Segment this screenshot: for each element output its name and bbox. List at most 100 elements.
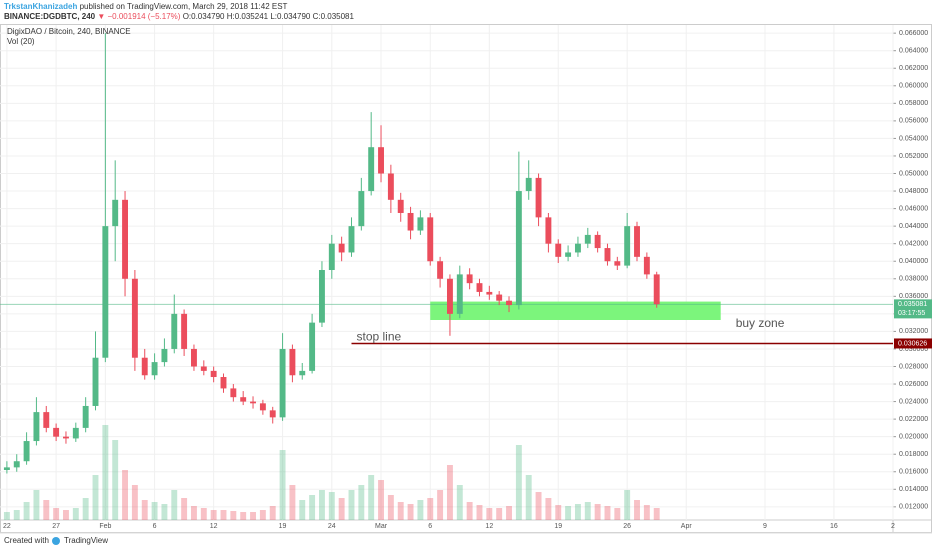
- volume-bar: [191, 506, 197, 520]
- candle-body: [427, 217, 434, 262]
- volume-bar: [397, 502, 404, 520]
- x-tick-label: 12: [485, 523, 493, 530]
- volume-bar: [535, 492, 542, 520]
- x-tick-label: 22: [3, 523, 11, 530]
- y-tick-label: 0.032000: [899, 328, 928, 335]
- candle-body: [13, 461, 20, 468]
- candle-body: [624, 226, 631, 266]
- volume-bar: [53, 508, 60, 520]
- candle-body: [643, 256, 650, 275]
- candle-body: [122, 199, 128, 279]
- volume-bar: [446, 465, 453, 520]
- chart-title: DigixDAO / Bitcoin, 240, BINANCE: [7, 27, 131, 36]
- candle-body: [397, 199, 404, 213]
- volume-bar: [437, 490, 444, 520]
- candle-body: [565, 252, 572, 257]
- candle-body: [230, 388, 237, 398]
- candle-body: [614, 261, 621, 266]
- y-tick-label: 0.048000: [899, 188, 928, 195]
- x-tick-label: 2: [891, 523, 895, 530]
- y-tick-label: 0.014000: [899, 486, 928, 493]
- candle-body: [466, 274, 473, 284]
- y-tick-label: 0.052000: [899, 153, 928, 160]
- volume-bar: [348, 490, 355, 520]
- brand-icon: [52, 537, 60, 545]
- x-tick-label: Apr: [681, 523, 693, 530]
- stop-label-bg: [894, 338, 932, 349]
- candle-body: [171, 313, 178, 349]
- y-tick-label: 0.054000: [899, 135, 928, 142]
- volume-bar: [476, 505, 483, 520]
- y-tick-label: 0.028000: [899, 363, 928, 370]
- ohlc: O:0.034790 H:0.035241 L:0.034790 C:0.035…: [183, 12, 355, 21]
- y-tick-label: 0.046000: [899, 205, 928, 212]
- volume-bar: [299, 500, 306, 520]
- y-tick-label: 0.036000: [899, 293, 928, 300]
- volume-bar: [456, 485, 463, 520]
- volume-bar: [102, 425, 109, 520]
- candle-body: [289, 348, 296, 376]
- volume-bar: [624, 490, 631, 520]
- volume-bar: [653, 508, 660, 520]
- x-tick-label: 16: [830, 523, 838, 530]
- candle-body: [525, 177, 532, 192]
- candle-body: [456, 274, 463, 314]
- footer-brand[interactable]: TradingView: [64, 536, 108, 545]
- symbol-line: BINANCE:DGDBTC, 240 ▼ −0.001914 (−5.17%)…: [4, 12, 354, 21]
- y-tick-label: 0.066000: [899, 30, 928, 37]
- volume-bar: [565, 506, 572, 520]
- volume-bar: [634, 500, 640, 520]
- candle-body: [141, 357, 148, 376]
- stop-line-text: stop line: [356, 330, 401, 344]
- candle-body: [279, 348, 286, 418]
- candle-body: [584, 234, 591, 244]
- volume-bar: [328, 492, 335, 520]
- countdown: 03:17:55: [898, 310, 925, 317]
- volume-bar: [72, 508, 79, 520]
- author: TrkstanKhanizadeh: [4, 2, 77, 11]
- candle-body: [63, 436, 69, 439]
- y-tick-label: 0.026000: [899, 381, 928, 388]
- volume-bar: [141, 500, 148, 520]
- y-tick-label: 0.060000: [899, 83, 928, 90]
- y-tick-label: 0.058000: [899, 100, 928, 107]
- candle-body: [348, 226, 355, 253]
- y-tick-label: 0.044000: [899, 223, 928, 230]
- candle-body: [250, 401, 256, 404]
- volume-bar: [594, 504, 601, 520]
- candle-body: [604, 248, 611, 262]
- volume-bar: [614, 508, 621, 520]
- volume-bar: [220, 510, 227, 520]
- x-tick-label: 9: [763, 523, 767, 530]
- candle-body: [112, 199, 119, 227]
- x-tick-label: 6: [153, 523, 157, 530]
- candle-body: [72, 427, 79, 439]
- volume-bar: [230, 511, 237, 520]
- volume-bar: [378, 480, 384, 520]
- y-tick-label: 0.020000: [899, 434, 928, 441]
- x-tick-label: 24: [328, 523, 336, 530]
- candle-body: [23, 441, 30, 462]
- candle-body: [594, 234, 601, 249]
- candle-body: [161, 348, 168, 363]
- price-label-bg: [894, 299, 932, 319]
- volume-bar: [210, 510, 217, 520]
- candle-body: [82, 405, 89, 428]
- candle-body: [634, 226, 640, 257]
- candle-body: [338, 243, 345, 253]
- y-tick-label: 0.050000: [899, 170, 928, 177]
- volume-bar: [250, 512, 256, 520]
- y-tick-label: 0.062000: [899, 65, 928, 72]
- candle-body: [181, 313, 188, 349]
- volume-bar: [417, 500, 424, 520]
- volume-bar: [112, 440, 119, 520]
- y-tick-label: 0.022000: [899, 416, 928, 423]
- volume-bar: [33, 490, 40, 520]
- volume-bar: [131, 485, 138, 520]
- y-tick-label: 0.030000: [899, 346, 928, 353]
- volume-bar: [525, 475, 532, 520]
- volume-bar: [63, 510, 69, 520]
- candle-body: [269, 410, 276, 418]
- volume-bar: [506, 506, 512, 520]
- candle-body: [309, 322, 316, 371]
